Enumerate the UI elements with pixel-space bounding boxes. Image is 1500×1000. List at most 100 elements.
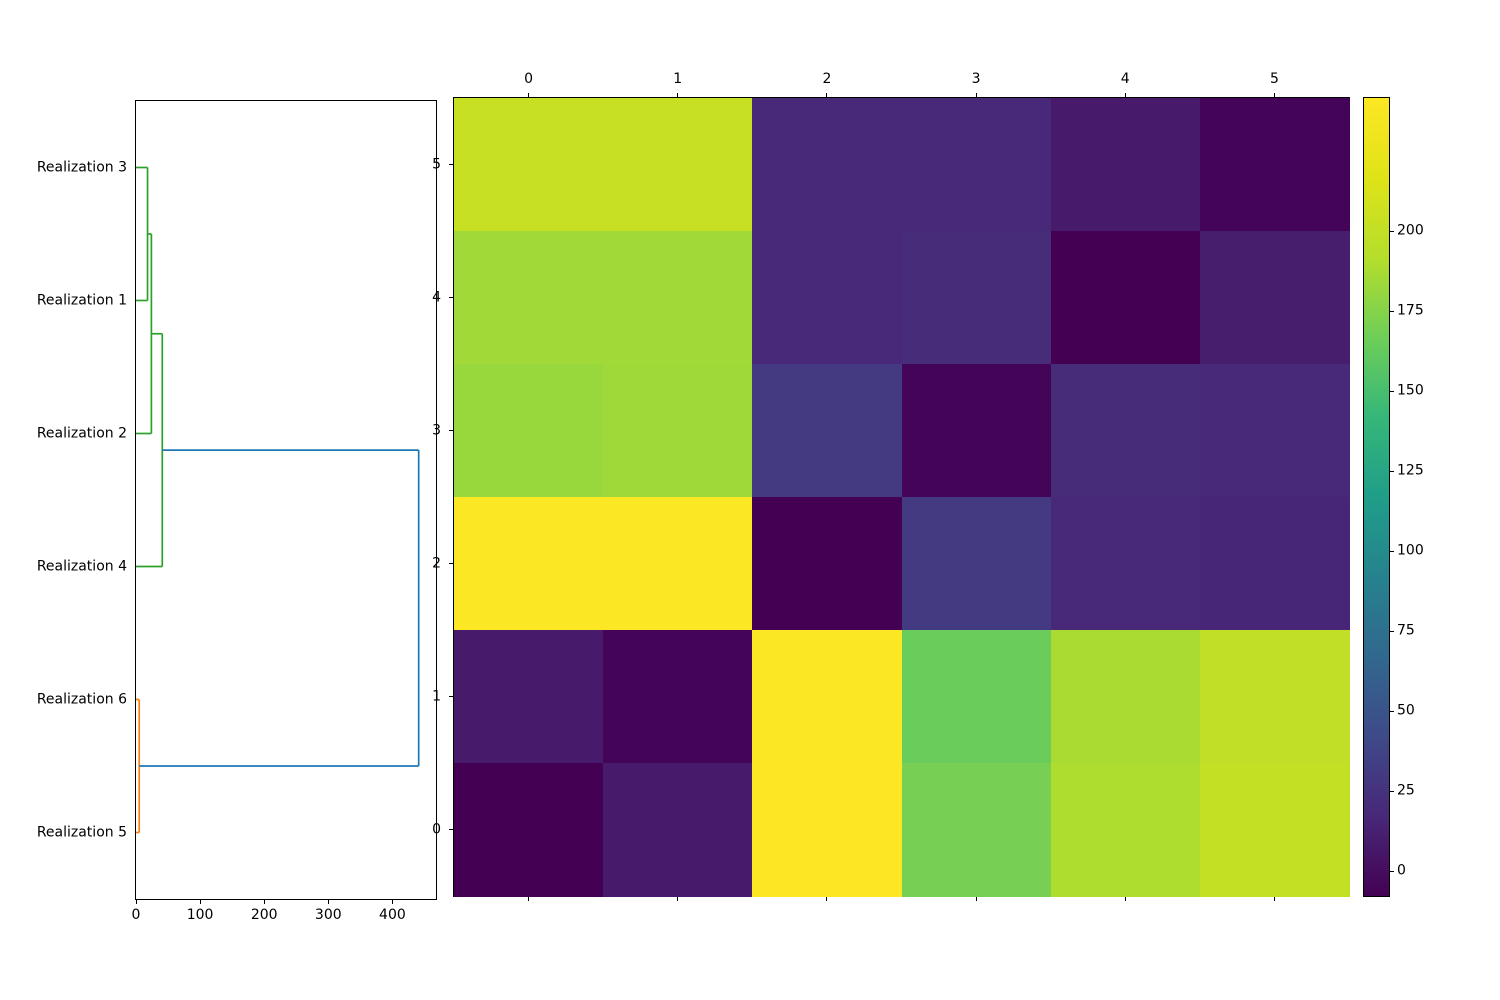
- heatmap-cell: [1050, 630, 1201, 764]
- heatmap-cell: [752, 630, 903, 764]
- colorbar-tick-label: 150: [1397, 382, 1424, 399]
- heatmap-cell: [454, 497, 604, 631]
- dendrogram-xtick-label: 400: [379, 907, 406, 923]
- dendrogram-xtick-label: 100: [186, 907, 214, 923]
- heatmap-cell: [1050, 98, 1201, 232]
- dendrogram-xtick-label: 200: [250, 907, 278, 923]
- heatmap-cell: [752, 98, 903, 232]
- heatmap-row-tick-label: 2: [432, 554, 441, 571]
- heatmap-cell: [1199, 763, 1350, 897]
- heatmap-cell: [603, 98, 753, 232]
- heatmap-axes: [453, 97, 1350, 897]
- heatmap-top-tick-mark: [1273, 93, 1275, 97]
- colorbar-tick-mark: [1390, 390, 1394, 392]
- colorbar-tick-label: 175: [1397, 302, 1424, 319]
- heatmap-cell: [752, 763, 903, 897]
- dendrogram-xtick-label: 0: [131, 907, 141, 923]
- heatmap-cell: [603, 231, 753, 365]
- dendrogram-leaf-label: Realization 1: [36, 291, 127, 308]
- heatmap-bottom-tick-mark: [1124, 897, 1126, 901]
- dendrogram-leaf-label: Realization 3: [36, 158, 127, 175]
- dendrogram-xtick-label: 300: [314, 907, 342, 923]
- dendrogram-leaf-label: Realization 6: [36, 690, 127, 707]
- heatmap-bottom-tick-mark: [677, 897, 679, 901]
- heatmap-left-tick-mark: [449, 696, 453, 697]
- dendrogram-xtick-mark: [327, 900, 329, 904]
- heatmap-top-tick-mark: [826, 93, 828, 97]
- dendrogram-leaf-label: Realization 4: [36, 557, 127, 574]
- heatmap-col-tick-label: 5: [1269, 71, 1279, 87]
- colorbar-tick-mark: [1390, 630, 1394, 632]
- dendrogram-leaf-label: Realization 2: [36, 424, 127, 441]
- heatmap-cell: [1050, 497, 1201, 631]
- heatmap-row-tick-label: 1: [432, 687, 441, 704]
- colorbar-tick-label: 125: [1397, 462, 1424, 479]
- colorbar-tick-mark: [1390, 470, 1394, 472]
- dendrogram-leaf-label: Realization 5: [36, 823, 127, 840]
- dendrogram-xtick-mark: [135, 900, 137, 904]
- heatmap-cell: [752, 497, 903, 631]
- heatmap-cell: [901, 98, 1052, 232]
- colorbar-tick-mark: [1390, 230, 1394, 232]
- heatmap-cell: [901, 364, 1052, 498]
- heatmap-col-tick-label: 1: [673, 71, 683, 87]
- heatmap-cell: [454, 231, 604, 365]
- heatmap-bottom-tick-mark: [528, 897, 530, 901]
- heatmap-cell: [752, 231, 903, 365]
- heatmap-cell: [454, 98, 604, 232]
- colorbar-tick-label: 75: [1397, 622, 1415, 639]
- heatmap-top-tick-mark: [677, 93, 679, 97]
- heatmap-row-tick-label: 3: [432, 421, 441, 438]
- heatmap-cell: [603, 497, 753, 631]
- colorbar-tick-mark: [1390, 710, 1394, 712]
- dendrogram-xtick-mark: [199, 900, 201, 904]
- heatmap-cell: [1199, 630, 1350, 764]
- heatmap-bottom-tick-mark: [975, 897, 977, 901]
- heatmap-cell: [454, 763, 604, 897]
- colorbar-tick-label: 25: [1397, 782, 1415, 799]
- heatmap-col-tick-label: 3: [971, 71, 981, 87]
- colorbar-tick-mark: [1390, 310, 1394, 312]
- heatmap-cell: [1199, 98, 1350, 232]
- heatmap-left-tick-mark: [449, 430, 453, 431]
- heatmap-cell: [454, 364, 604, 498]
- heatmap-cell: [1199, 364, 1350, 498]
- heatmap-row-tick-label: 0: [432, 820, 441, 837]
- heatmap-cell: [603, 364, 753, 498]
- colorbar-tick-label: 200: [1397, 222, 1424, 239]
- heatmap-left-tick-mark: [449, 297, 453, 298]
- heatmap-top-tick-mark: [528, 93, 530, 97]
- heatmap-cell: [1050, 763, 1201, 897]
- heatmap-cell: [1199, 497, 1350, 631]
- heatmap-cell: [752, 364, 903, 498]
- heatmap-left-tick-mark: [449, 829, 453, 830]
- heatmap-col-tick-label: 4: [1120, 71, 1130, 87]
- heatmap-cell: [901, 763, 1052, 897]
- heatmap-cell: [901, 231, 1052, 365]
- heatmap-cell: [901, 497, 1052, 631]
- heatmap-col-tick-label: 0: [524, 71, 534, 87]
- heatmap-cell: [603, 763, 753, 897]
- dendrogram-xtick-mark: [263, 900, 265, 904]
- heatmap-row-tick-label: 5: [432, 155, 441, 172]
- heatmap-cell: [603, 630, 753, 764]
- heatmap-left-tick-mark: [449, 563, 453, 564]
- heatmap-cell: [1050, 364, 1201, 498]
- dendrogram-xtick-mark: [391, 900, 393, 904]
- heatmap-col-tick-label: 2: [822, 71, 832, 87]
- heatmap-cell: [1050, 231, 1201, 365]
- heatmap-top-tick-mark: [975, 93, 977, 97]
- heatmap-cell: [901, 630, 1052, 764]
- colorbar-tick-mark: [1390, 790, 1394, 792]
- heatmap-row-tick-label: 4: [432, 288, 441, 305]
- colorbar-tick-label: 100: [1397, 542, 1424, 559]
- heatmap-cell: [454, 630, 604, 764]
- heatmap-cell: [1199, 231, 1350, 365]
- heatmap-top-tick-mark: [1124, 93, 1126, 97]
- dendrogram-axes: [135, 100, 437, 900]
- colorbar-tick-mark: [1390, 870, 1394, 872]
- colorbar-tick-label: 0: [1397, 862, 1406, 879]
- heatmap-bottom-tick-mark: [1273, 897, 1275, 901]
- colorbar-tick-mark: [1390, 550, 1394, 552]
